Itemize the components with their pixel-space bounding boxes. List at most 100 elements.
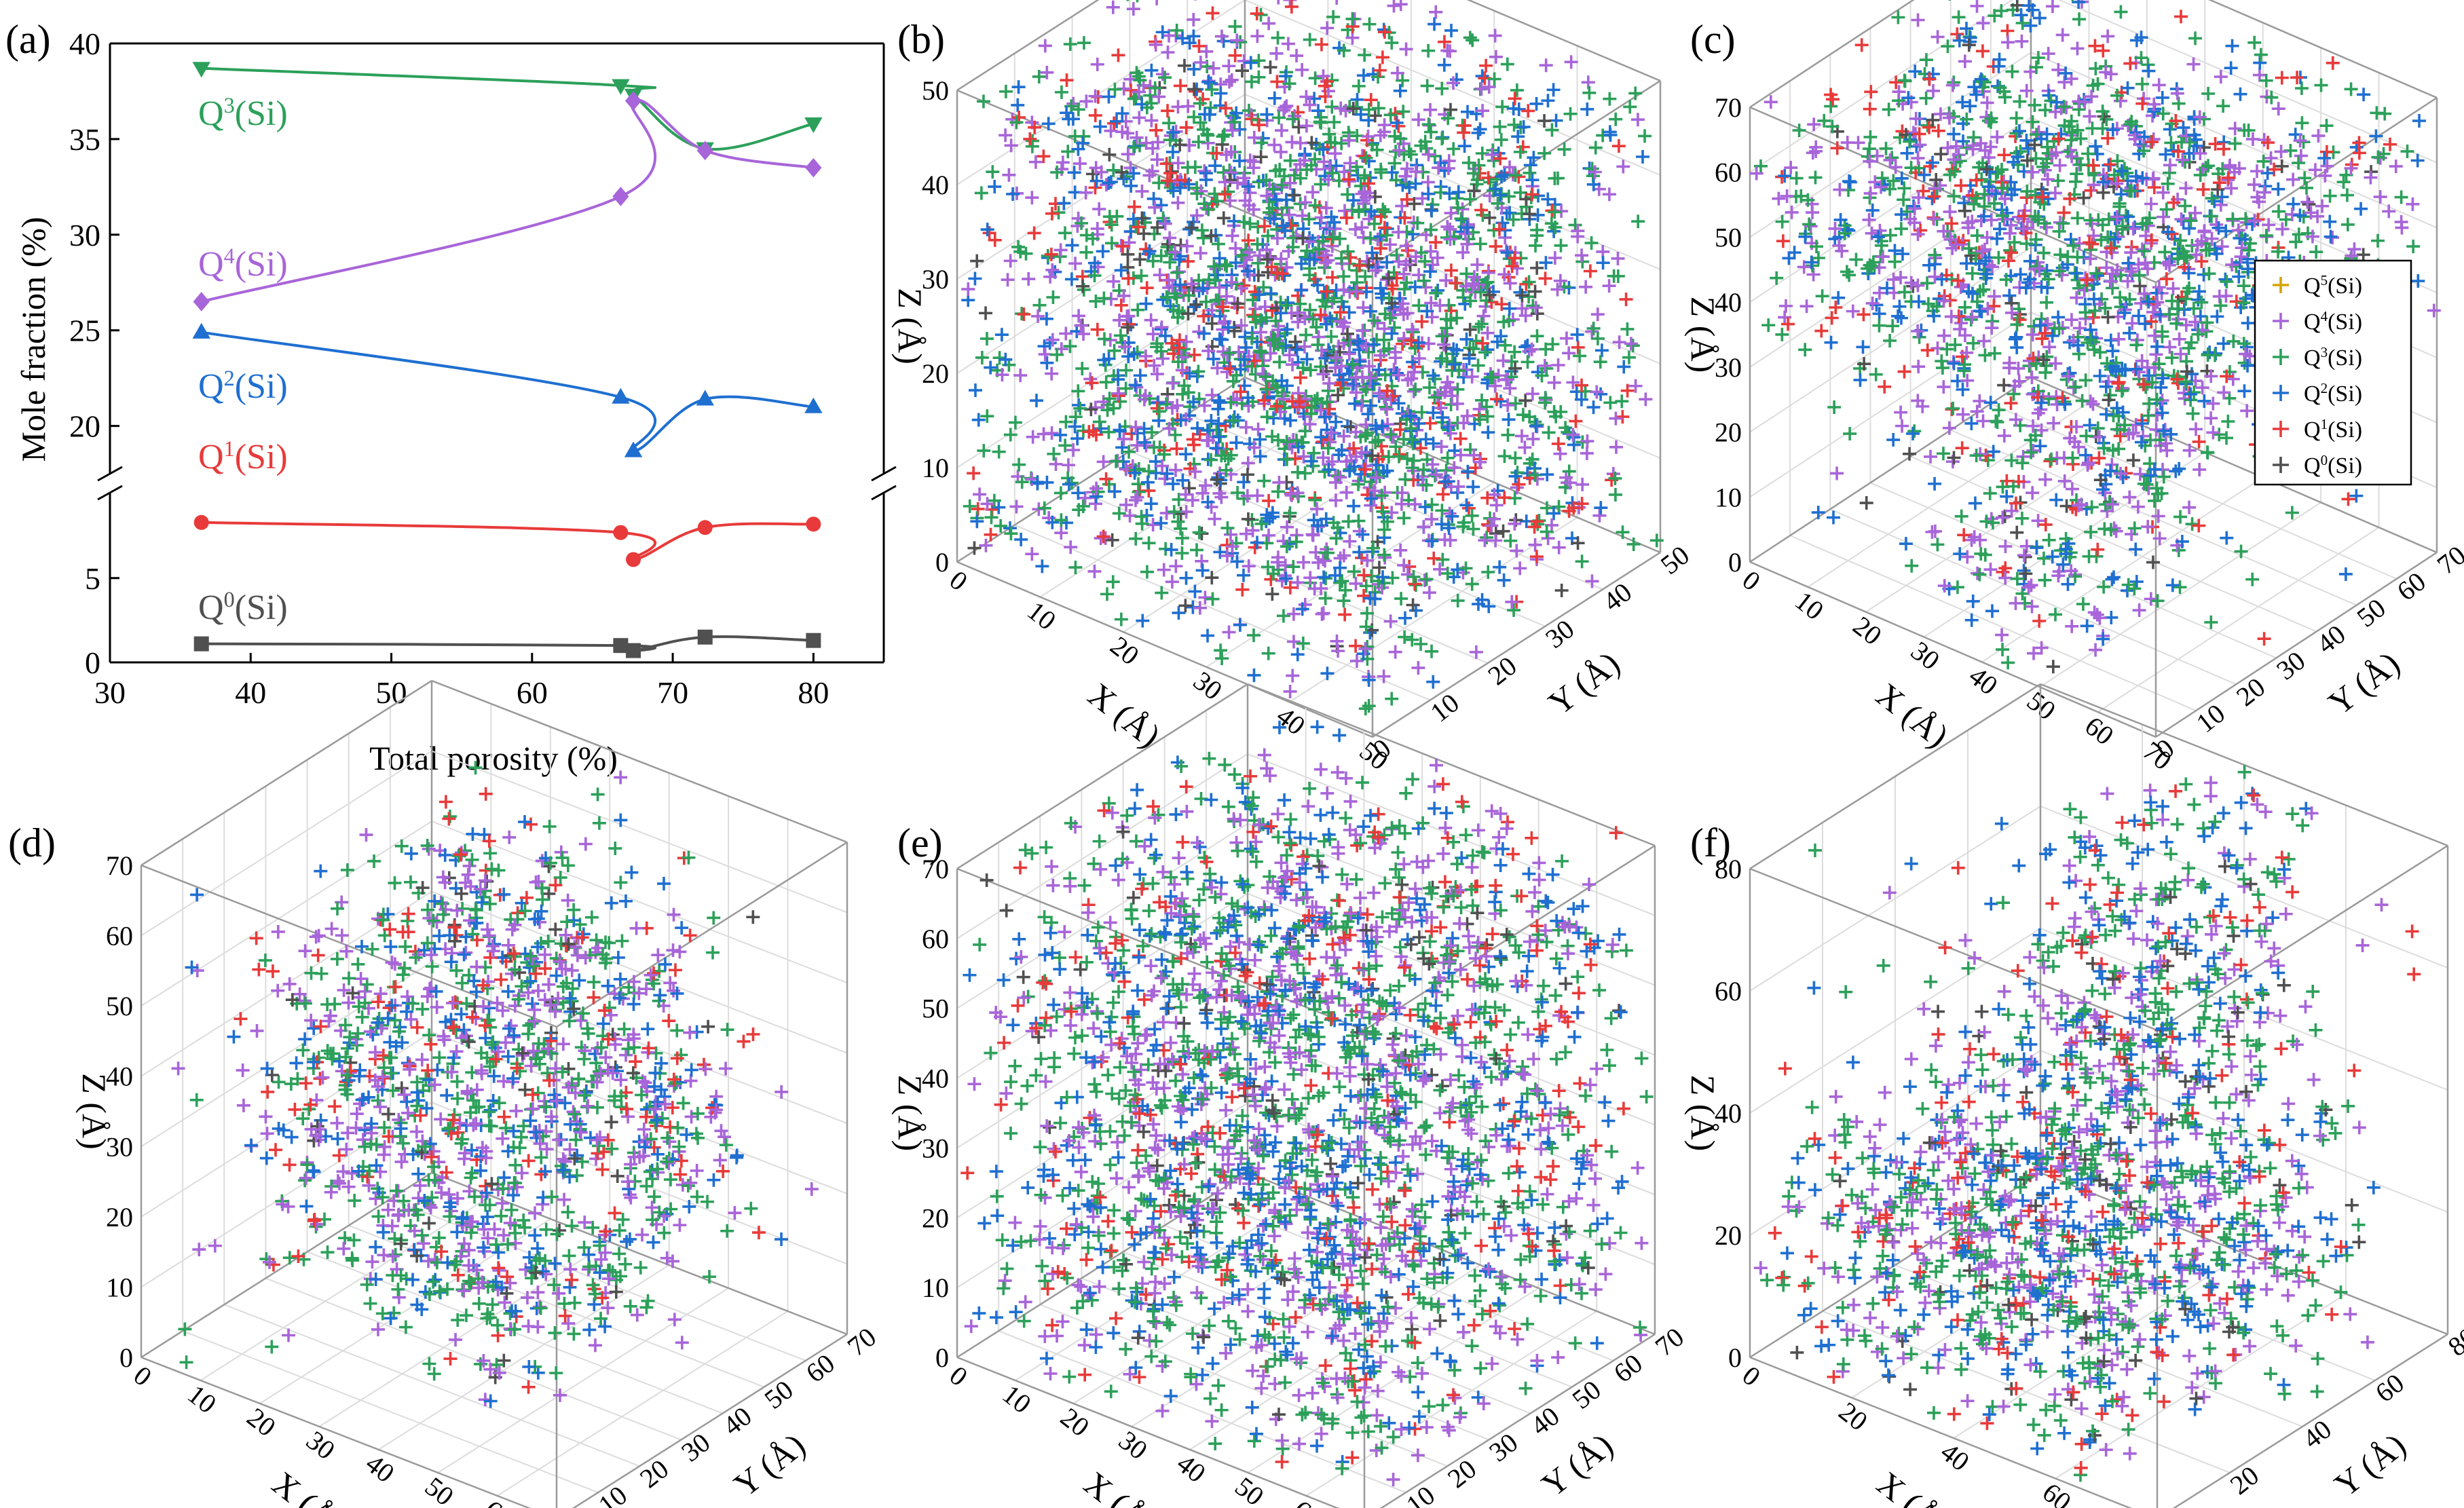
atom-marker	[2192, 462, 2207, 476]
atom-marker	[1169, 559, 1183, 573]
atom-marker	[1399, 42, 1413, 56]
atom-marker	[1930, 30, 1945, 44]
atom-marker	[1473, 237, 1487, 251]
atom-marker	[2371, 233, 2385, 248]
atom-marker	[1160, 466, 1174, 480]
atom-marker	[515, 1166, 529, 1180]
atom-marker	[426, 1275, 441, 1289]
atom-marker	[179, 1355, 193, 1370]
atom-marker	[2106, 281, 2120, 295]
atom-marker	[1191, 135, 1206, 149]
atom-marker	[1470, 177, 1484, 191]
atom-marker	[1856, 307, 1871, 322]
atom-marker	[1139, 297, 1153, 311]
atom-marker	[1920, 276, 1935, 290]
atom-marker	[744, 1201, 758, 1215]
atom-marker	[2319, 145, 2334, 159]
x-tick-label: 40	[1963, 660, 2003, 701]
atom-marker	[2078, 373, 2093, 388]
atom-marker	[1883, 333, 1897, 347]
atom-marker	[1603, 92, 1617, 106]
atom-marker	[1129, 531, 1143, 546]
atom-marker	[469, 1011, 483, 1025]
box-edge	[1466, 0, 1661, 82]
atom-marker	[1580, 446, 1594, 460]
atom-marker	[1997, 429, 2011, 443]
y-tick-label: 50	[2351, 592, 2391, 633]
atom-marker	[2302, 197, 2316, 212]
atom-marker	[2275, 159, 2289, 173]
atom-marker	[1320, 21, 1334, 35]
atom-marker	[1594, 343, 1609, 358]
atom-marker	[1335, 0, 1339, 5]
atom-marker	[1375, 50, 1389, 64]
atom-marker	[1436, 487, 1450, 502]
series-label-main: Q	[198, 588, 224, 627]
atom-marker	[998, 84, 1013, 98]
atom-marker	[2216, 99, 2230, 113]
atom-marker	[1537, 146, 1552, 160]
atom-marker	[2070, 41, 2085, 56]
atom-marker	[1049, 457, 1063, 471]
atom-marker	[1113, 313, 1127, 327]
atom-marker	[1316, 606, 1330, 620]
data-point	[626, 643, 641, 658]
atom-marker	[1063, 339, 1077, 354]
legend-entry: Q4(Si)	[2304, 308, 2362, 335]
atom-marker	[1631, 214, 1645, 229]
atom-marker	[1899, 537, 1913, 551]
atom-marker	[2211, 221, 2226, 235]
atom-marker	[1039, 312, 1053, 326]
atom-marker	[1526, 432, 1540, 446]
atom-marker	[2042, 340, 2057, 354]
atom-marker	[1283, 684, 1297, 698]
atom-marker	[2053, 248, 2068, 262]
atom-marker	[496, 1131, 510, 1146]
atom-marker	[1423, 416, 1437, 430]
atom-marker	[2051, 174, 2065, 188]
atom-marker	[1399, 239, 1413, 253]
atom-marker	[2015, 511, 2029, 525]
atom-marker	[1065, 238, 1079, 252]
atom-marker	[1562, 464, 1576, 478]
atom-marker	[1630, 113, 1645, 127]
atom-marker	[1025, 191, 1039, 205]
atom-marker	[1128, 378, 1142, 392]
atom-marker	[1540, 468, 1554, 482]
series-label-tail: (Si)	[235, 245, 288, 284]
atom-marker	[2271, 102, 2285, 116]
y-tick-label: 30	[1539, 614, 1580, 654]
atom-marker	[2072, 12, 2087, 26]
atom-marker	[1206, 61, 1220, 75]
atom-marker	[1286, 607, 1301, 621]
atom-marker	[1362, 17, 1377, 31]
atom-marker	[1895, 247, 1909, 261]
atom-marker	[2091, 542, 2105, 557]
atom-marker	[1475, 69, 1489, 83]
atom-marker	[1474, 203, 1489, 217]
atom-marker	[979, 332, 994, 346]
atom-marker	[1497, 573, 1511, 587]
atom-marker	[1928, 524, 1942, 538]
atom-marker	[1201, 75, 1216, 89]
atom-marker	[1997, 148, 2011, 162]
atom-marker	[1237, 54, 1251, 68]
atom-marker	[1092, 202, 1106, 216]
atom-marker	[1806, 206, 1820, 220]
atom-marker	[1525, 387, 1539, 401]
atom-marker	[1071, 486, 1085, 500]
atom-marker	[1422, 586, 1436, 600]
atom-marker	[1363, 231, 1377, 245]
atom-marker	[1785, 205, 1799, 219]
atom-marker	[2032, 11, 2047, 25]
atom-marker	[1450, 311, 1464, 325]
atom-marker	[1616, 525, 1630, 540]
atom-marker	[1394, 543, 1408, 557]
atom-marker	[1427, 551, 1441, 565]
y-tick-label: 10	[1425, 687, 1465, 728]
atom-marker	[1077, 36, 1091, 50]
atom-marker	[1144, 63, 1159, 77]
atom-marker	[1523, 166, 1537, 180]
atom-marker	[2340, 217, 2355, 231]
